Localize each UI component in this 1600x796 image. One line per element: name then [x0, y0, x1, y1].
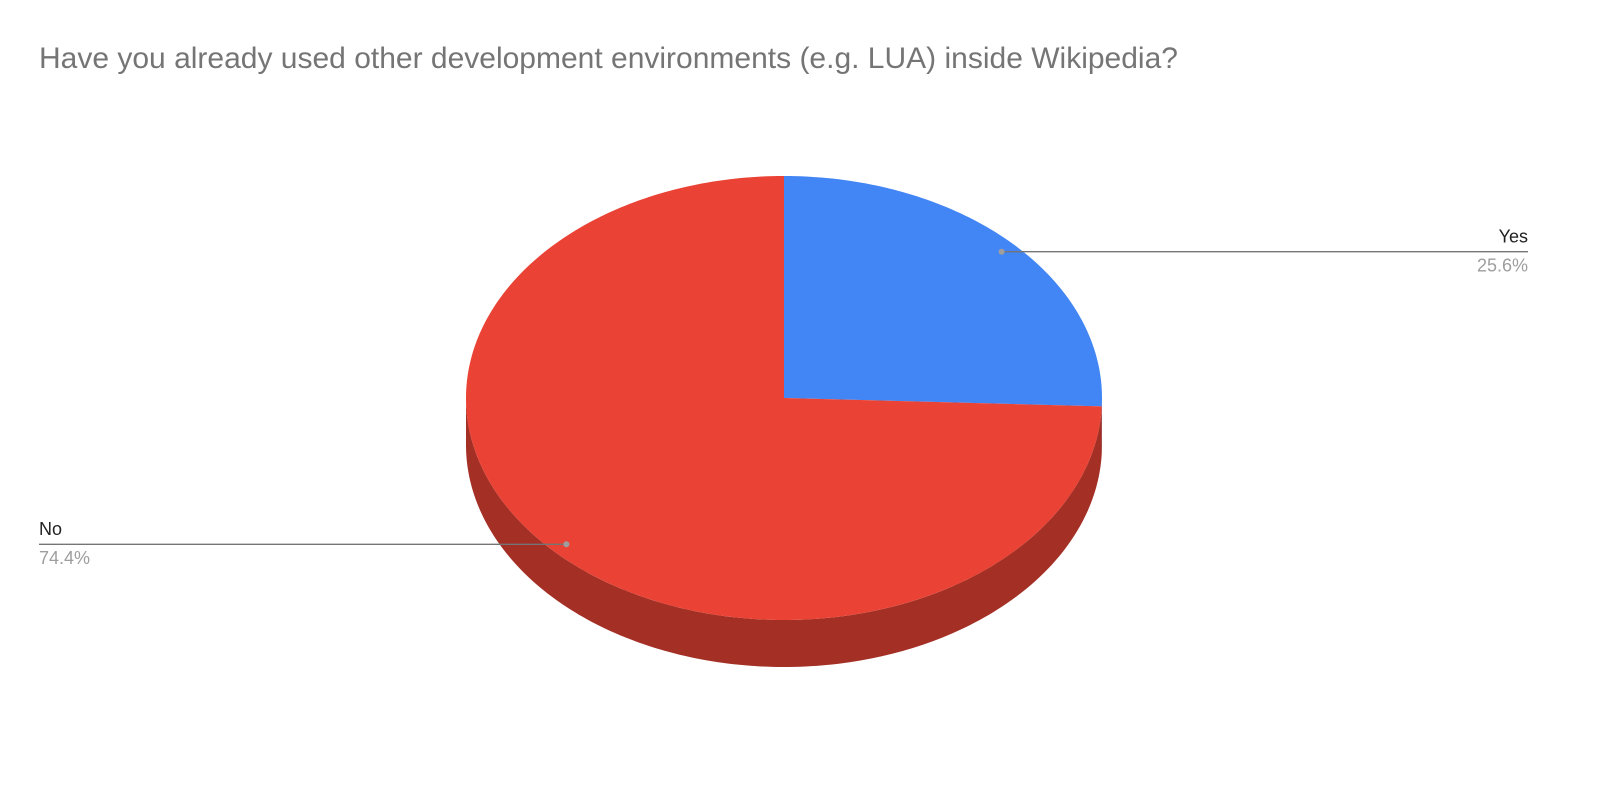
leader-dot — [563, 541, 570, 548]
pie-slice — [466, 176, 1102, 620]
slice-label: No — [39, 519, 62, 539]
pie-side — [466, 398, 1102, 667]
slice-value-label: 74.4% — [39, 548, 90, 568]
chart-title: Have you already used other development … — [39, 42, 1178, 75]
leader-dot — [998, 248, 1005, 255]
slice-label: Yes — [1499, 226, 1528, 246]
pie-slice — [784, 176, 1102, 407]
slice-value-label: 25.6% — [1477, 255, 1528, 275]
